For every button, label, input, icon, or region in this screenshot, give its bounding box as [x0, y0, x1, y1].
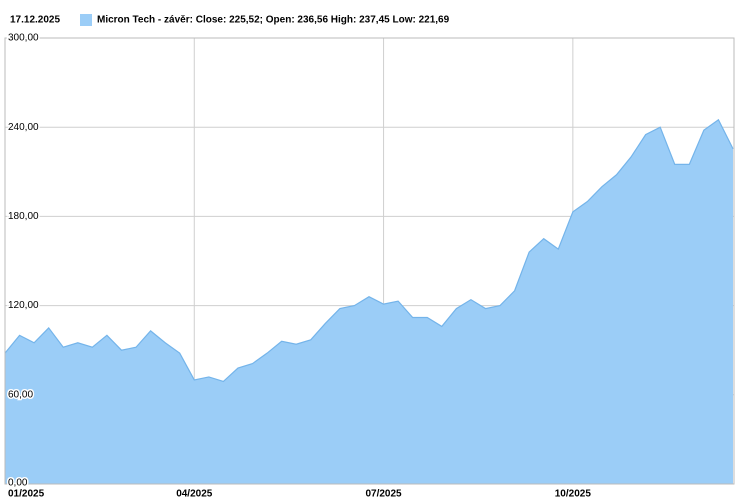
x-tick-label: 04/2025 — [176, 489, 213, 500]
y-tick-label: 0,00 — [8, 478, 28, 489]
legend-label: Micron Tech - závěr: Close: 225,52; Open… — [97, 15, 450, 26]
chart-title: 17.12.2025 — [10, 15, 60, 26]
area-line — [4, 118, 734, 383]
x-tick-label: 01/2025 — [8, 489, 45, 500]
y-tick-label: 180,00 — [8, 211, 39, 222]
y-tick-label: 120,00 — [8, 300, 39, 311]
legend-swatch — [80, 14, 92, 26]
area — [5, 119, 733, 485]
plot-frame — [4, 37, 735, 485]
y-tick-label: 60,00 — [8, 389, 33, 400]
x-tick-label: 07/2025 — [365, 489, 402, 500]
x-tick-label: 10/2025 — [555, 489, 592, 500]
y-tick-label: 240,00 — [8, 122, 39, 133]
y-tick-label: 300,00 — [8, 33, 39, 44]
